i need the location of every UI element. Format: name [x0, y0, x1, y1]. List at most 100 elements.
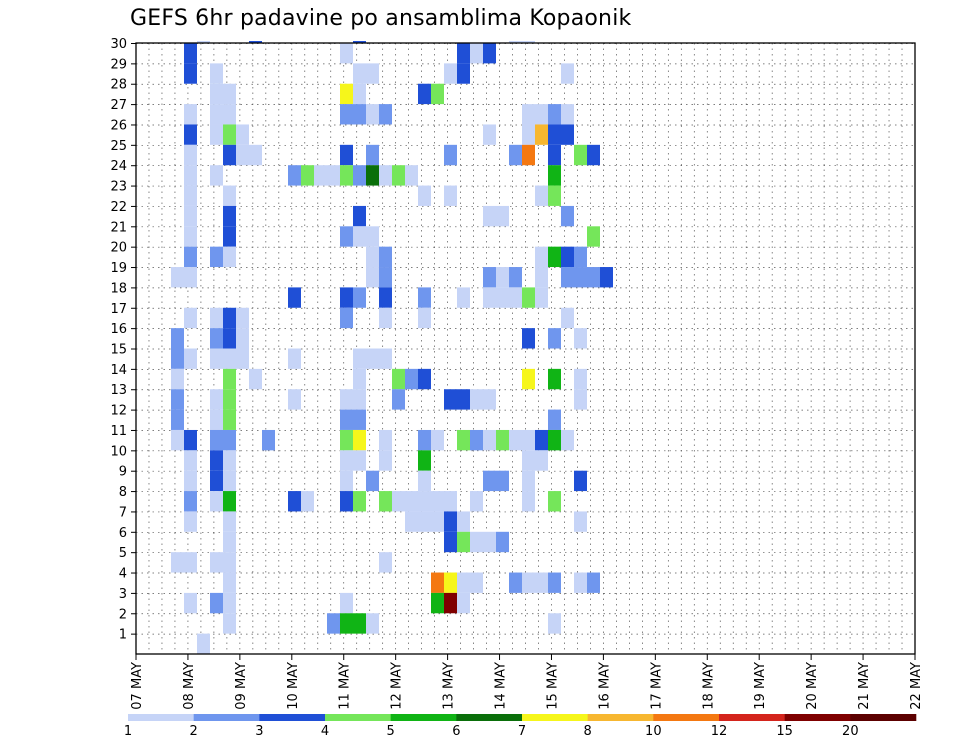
heat-cell — [561, 307, 574, 329]
heat-cell — [353, 613, 366, 634]
heat-cell — [223, 491, 236, 512]
heat-cell — [223, 185, 236, 206]
heat-cell — [483, 429, 496, 451]
heat-cell — [353, 491, 366, 512]
heat-cell — [171, 348, 184, 369]
heat-cell — [353, 165, 366, 186]
heat-cell — [314, 165, 327, 186]
y-tick-label: 4 — [119, 567, 127, 582]
heat-cell — [535, 287, 548, 308]
y-tick-label: 5 — [119, 546, 127, 561]
heat-cell — [366, 144, 379, 166]
heat-cell — [223, 450, 236, 471]
heat-cell — [587, 267, 600, 288]
heat-cell — [340, 43, 353, 64]
heat-cell — [496, 531, 509, 553]
heat-cell — [496, 470, 509, 492]
y-tick-label: 2 — [119, 607, 127, 622]
y-tick-label: 3 — [119, 587, 127, 602]
heat-cell — [561, 205, 574, 227]
heat-cell — [509, 287, 522, 308]
y-tick-label: 9 — [119, 465, 127, 480]
heat-cell — [496, 205, 509, 227]
legend-tick-label: 15 — [776, 724, 793, 739]
heat-cell — [548, 165, 561, 186]
heat-cell — [366, 613, 379, 634]
heat-cell — [223, 104, 236, 125]
heat-cell — [522, 124, 535, 145]
y-tick-label: 24 — [110, 159, 127, 174]
heat-cell — [431, 511, 444, 532]
heat-cell — [561, 429, 574, 451]
heat-cell — [405, 368, 418, 390]
heat-cell — [457, 429, 470, 451]
heat-cell — [548, 185, 561, 206]
legend-swatch — [325, 714, 391, 721]
y-tick-label: 18 — [110, 281, 127, 296]
legend-tick-label: 5 — [387, 724, 395, 739]
heat-cell — [236, 124, 249, 145]
heat-cell — [379, 552, 392, 573]
heat-cell — [184, 104, 197, 125]
heat-cell — [431, 572, 444, 593]
heat-cell — [184, 348, 197, 369]
heat-cell — [184, 552, 197, 573]
heat-cell — [171, 389, 184, 410]
heat-cell — [574, 267, 587, 288]
heat-cell — [340, 104, 353, 125]
heat-cell — [535, 267, 548, 288]
heat-cell — [210, 63, 223, 84]
heat-cell — [223, 348, 236, 369]
y-tick-label: 14 — [110, 363, 127, 378]
heat-cell — [509, 144, 522, 166]
heat-cell — [535, 429, 548, 451]
heat-cell — [353, 348, 366, 369]
heat-cell — [418, 429, 431, 451]
heat-cell — [418, 83, 431, 105]
heat-cell — [223, 389, 236, 410]
heat-cell — [353, 83, 366, 105]
heat-cell — [223, 246, 236, 268]
heat-cell — [223, 144, 236, 166]
heat-cell — [353, 450, 366, 471]
heat-cell — [548, 246, 561, 268]
heat-cell — [379, 491, 392, 512]
heat-cell — [353, 205, 366, 227]
heat-cell — [535, 572, 548, 593]
y-tick-label: 13 — [110, 383, 127, 398]
y-tick-label: 23 — [110, 180, 127, 195]
y-axis-ticks: 1234567891011121314151617181920212223242… — [110, 37, 136, 643]
heat-cell — [392, 389, 405, 410]
heat-cell — [171, 552, 184, 573]
x-tick-label: 13 MAY — [442, 662, 457, 710]
legend-tick-label: 6 — [452, 724, 460, 739]
heat-cell — [444, 63, 457, 84]
legend-swatch — [653, 714, 720, 721]
legend-swatch — [390, 714, 457, 721]
heat-cell — [379, 450, 392, 471]
x-tick-label: 14 MAY — [494, 662, 509, 710]
heat-cell — [418, 368, 431, 390]
y-tick-label: 16 — [110, 322, 127, 337]
y-tick-label: 7 — [119, 505, 127, 520]
x-tick-label: 15 MAY — [545, 662, 560, 710]
heat-cell — [509, 267, 522, 288]
heat-cell — [574, 328, 587, 349]
heat-cell — [223, 511, 236, 532]
heat-cell — [418, 450, 431, 471]
heat-cell — [366, 63, 379, 84]
heat-cell — [457, 531, 470, 553]
heat-cell — [574, 572, 587, 593]
heat-cell — [548, 613, 561, 634]
heat-cell — [548, 328, 561, 349]
heat-cell — [574, 246, 587, 268]
heat-cell — [210, 83, 223, 105]
heat-cell — [184, 165, 197, 186]
heat-cell — [353, 429, 366, 451]
heat-cell — [249, 41, 262, 43]
legend-tick-label: 1 — [124, 724, 132, 739]
heat-cell — [457, 389, 470, 410]
heat-cell — [210, 409, 223, 430]
heat-cell — [223, 552, 236, 573]
legend-tick-label: 2 — [190, 724, 198, 739]
